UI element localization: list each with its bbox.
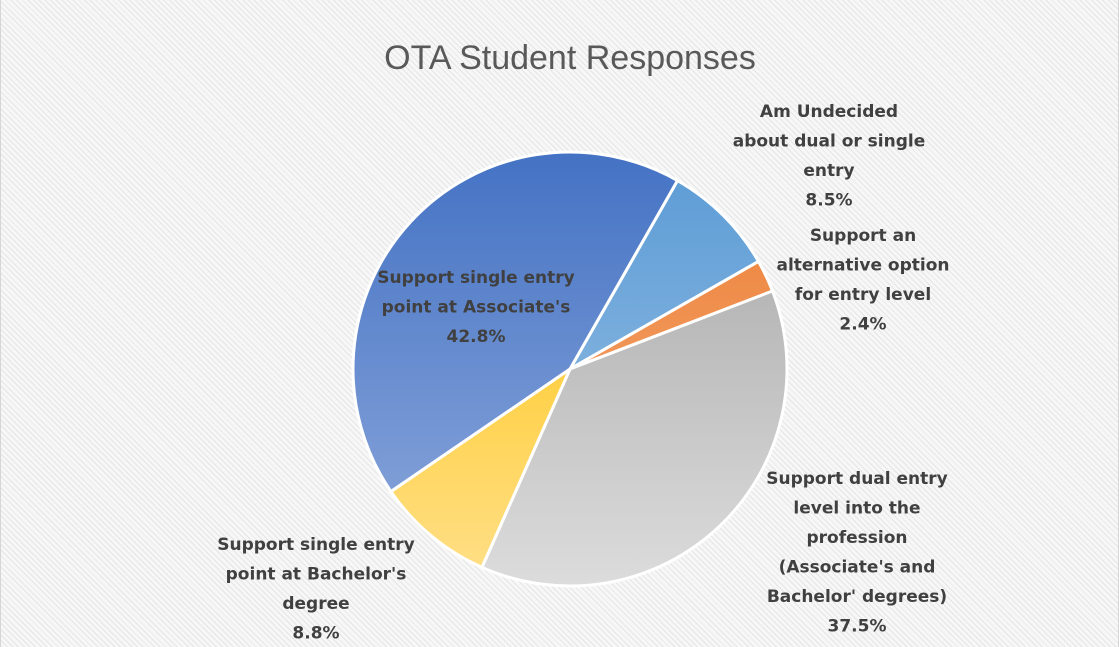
data-label-support-dual-entry-level-into-the-profes: Support dual entry level into the professi… xyxy=(766,469,948,637)
data-label-line: for entry level xyxy=(795,285,931,305)
data-label-line: about dual or single xyxy=(733,132,926,152)
pie-slice-support-single-entry-point-at-bachelor-s xyxy=(389,367,572,569)
data-label-line: alternative option xyxy=(777,256,950,276)
data-label-line: Am Undecided xyxy=(760,102,898,122)
pie-slice-support-single-entry-point-at-associate- xyxy=(351,150,680,494)
data-label-line: point at Bachelor's xyxy=(226,565,407,585)
data-label-line: Support an xyxy=(810,226,916,246)
data-label-support-an-alternative-option-for-entry-: Support an alternative option for entry le… xyxy=(777,226,950,335)
data-label-line: entry xyxy=(803,161,854,181)
pie-slice-support-dual-entry-level-into-the-profes xyxy=(480,289,789,588)
data-label-line: (Associate's and xyxy=(779,558,936,578)
data-label-support-single-entry-point-at-associate-: Support single entry point at Associate's… xyxy=(377,268,575,347)
pie-slice-am-undecided-about-dual-or-single-entry xyxy=(568,179,760,371)
data-label-line: profession xyxy=(806,528,907,548)
data-label-line: Support dual entry xyxy=(766,469,948,489)
data-label-line: 8.8% xyxy=(292,624,339,644)
chart-title: OTA Student Responses xyxy=(384,39,756,77)
data-label-line: 8.5% xyxy=(805,191,852,211)
data-label-support-single-entry-point-at-bachelor-s: Support single entry point at Bachelor's d… xyxy=(217,535,415,644)
data-label-am-undecided-about-dual-or-single-entry: Am Undecided about dual or single entry 8.5… xyxy=(733,102,926,211)
data-labels: Am Undecided about dual or single entry 8.5… xyxy=(217,102,949,644)
pie-slices xyxy=(351,150,789,588)
data-label-line: degree xyxy=(282,594,349,614)
data-label-line: Bachelor' degrees) xyxy=(767,587,947,607)
data-label-line: 37.5% xyxy=(828,617,887,637)
data-label-line: level into the xyxy=(793,499,920,519)
data-label-line: 42.8% xyxy=(447,327,506,347)
data-label-line: Support single entry xyxy=(377,268,575,288)
data-label-line: 2.4% xyxy=(839,315,886,335)
data-label-line: Support single entry xyxy=(217,535,415,555)
data-label-line: point at Associate's xyxy=(382,298,571,318)
